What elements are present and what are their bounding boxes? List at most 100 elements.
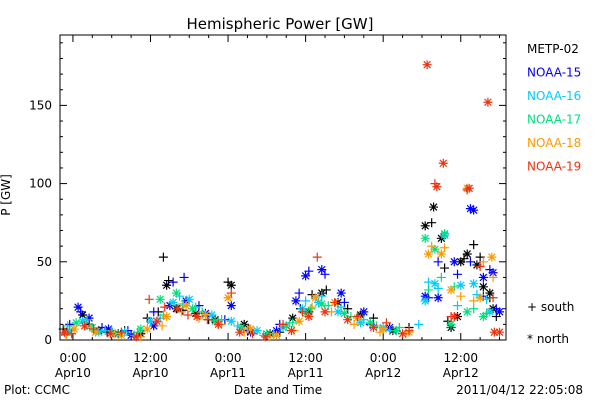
series-noaa-19 (60, 60, 505, 342)
south-point (339, 297, 349, 307)
south-point (427, 241, 437, 251)
north-point (438, 158, 448, 168)
north-point (207, 310, 217, 320)
south-point (436, 272, 446, 282)
north-point (391, 326, 401, 336)
north-point (246, 324, 256, 334)
legend-entry: METP-02 (527, 42, 579, 56)
legend-entry: NOAA-19 (527, 160, 581, 174)
north-point (294, 316, 304, 326)
north-point (272, 330, 282, 340)
north-point (483, 97, 493, 107)
north-point (261, 332, 271, 342)
north-point (478, 272, 488, 282)
north-point (103, 324, 113, 334)
south-point (183, 310, 193, 320)
south-point (144, 294, 154, 304)
north-point (136, 324, 146, 334)
y-tick-label: 0 (44, 333, 52, 347)
south-point (312, 252, 322, 262)
north-point (378, 324, 388, 334)
south-point (440, 263, 450, 273)
north-point (469, 279, 479, 289)
south-point (226, 288, 236, 298)
north-point (286, 326, 296, 336)
legend-entry: NOAA-18 (527, 136, 581, 150)
north-point (456, 280, 466, 290)
plot-credit: Plot: CCMC (4, 383, 70, 397)
north-point (192, 312, 202, 322)
north-point (272, 326, 282, 336)
north-point (168, 297, 178, 307)
north-point (436, 249, 446, 259)
x-tick-label-date: Apr10 (132, 366, 168, 380)
north-point (462, 307, 472, 317)
north-point (145, 316, 155, 326)
south-point (423, 285, 433, 295)
legend-entry: NOAA-15 (527, 66, 581, 80)
x-tick-label-date: Apr12 (443, 366, 479, 380)
north-point (105, 329, 115, 339)
north-point (440, 229, 450, 239)
north-point (314, 297, 324, 307)
plot-timestamp: 2011/04/12 22:05:08 (456, 383, 583, 397)
y-tick-label: 100 (29, 177, 52, 191)
legend-north: * north (527, 332, 569, 346)
south-point (306, 304, 316, 314)
south-point (352, 312, 362, 322)
x-tick-label-time: 0:00 (215, 351, 242, 365)
south-point (381, 318, 391, 328)
north-point (462, 249, 472, 259)
north-point (336, 288, 346, 298)
south-point (433, 257, 443, 267)
north-point (78, 310, 88, 320)
data-series-layer (58, 60, 505, 342)
north-point (495, 307, 505, 317)
x-axis: 0:00Apr1012:00Apr100:00Apr1112:00Apr110:… (55, 35, 501, 380)
plot-frame (59, 34, 507, 341)
north-point (60, 327, 70, 337)
y-axis: 0 50 100 150 (29, 42, 506, 347)
south-point (89, 324, 99, 334)
south-point (465, 257, 475, 267)
north-point (149, 321, 159, 331)
south-point (116, 327, 126, 337)
north-point (281, 321, 291, 331)
south-point (469, 240, 479, 250)
north-point (173, 304, 183, 314)
south-point (475, 261, 485, 271)
north-point (420, 296, 430, 306)
series-noaa-16 (60, 230, 495, 340)
x-tick-label-time: 0:00 (59, 351, 86, 365)
north-point (223, 293, 233, 303)
north-point (485, 307, 495, 317)
north-point (432, 182, 442, 192)
series-legend: METP-02 NOAA-15 NOAA-16 NOAA-17 NOAA-18 NOAA-… (527, 42, 581, 174)
north-point (488, 268, 498, 278)
north-point (288, 313, 298, 323)
south-point (482, 294, 492, 304)
series-metp-02 (58, 202, 501, 339)
north-point (449, 257, 459, 267)
north-point (142, 324, 152, 334)
north-point (398, 329, 408, 339)
north-point (456, 257, 466, 267)
north-point (333, 307, 343, 317)
north-point (162, 280, 172, 290)
north-point (422, 60, 432, 70)
north-point (469, 205, 479, 215)
north-point (320, 307, 330, 317)
south-point (433, 283, 443, 293)
north-point (152, 316, 162, 326)
north-point (423, 249, 433, 259)
legend-entry: NOAA-17 (527, 113, 581, 127)
north-point (200, 310, 210, 320)
north-point (213, 319, 223, 329)
north-point (446, 285, 456, 295)
north-point (191, 308, 201, 318)
north-point (464, 183, 474, 193)
south-point (307, 302, 317, 312)
north-point (472, 260, 482, 270)
north-point (226, 301, 236, 311)
